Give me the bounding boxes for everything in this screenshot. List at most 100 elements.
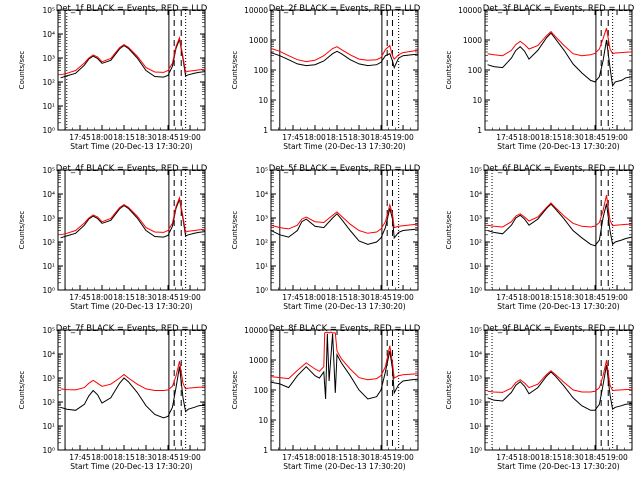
x-tick-label: 18:00 bbox=[91, 293, 113, 302]
x-tick-label: 17:45 bbox=[282, 133, 304, 142]
chart-panel-5: Det_5f BLACK = Events, RED = LLD 10⁰ 10¹ 10… bbox=[231, 164, 421, 311]
y-tick-label: 10⁴ bbox=[42, 30, 55, 39]
x-tick-label: 19:00 bbox=[179, 293, 201, 302]
y-tick-label: 10⁴ bbox=[469, 190, 482, 199]
series-line-black bbox=[60, 366, 205, 419]
y-tick-label: 10² bbox=[42, 78, 55, 87]
y-tick-label: 10⁴ bbox=[255, 190, 268, 199]
x-tick-label: 18:45 bbox=[157, 133, 179, 142]
plot-frame bbox=[57, 329, 206, 451]
series-line-black bbox=[271, 208, 418, 245]
x-tick-label: 18:15 bbox=[326, 133, 348, 142]
x-tick-label: 18:45 bbox=[157, 453, 179, 462]
chart-title: Det_6f BLACK = Events, RED = LLD bbox=[483, 164, 635, 174]
x-tick-label: 18:15 bbox=[540, 293, 562, 302]
x-axis-label: Start Time (20-Dec-13 17:30:20) bbox=[497, 462, 619, 471]
y-axis-label: Counts/sec bbox=[231, 51, 239, 90]
y-tick-label: 1000 bbox=[463, 36, 482, 45]
x-tick-label: 18:00 bbox=[518, 453, 540, 462]
chart-panel-1: Det_1f BLACK = Events, RED = LLD 10⁰ 10¹ 10… bbox=[18, 4, 208, 151]
y-tick-label: 10³ bbox=[255, 214, 268, 223]
plot-frame bbox=[57, 9, 206, 131]
y-tick-label: 10⁰ bbox=[42, 446, 55, 455]
y-tick-label: 1 bbox=[477, 126, 482, 135]
y-tick-label: 10² bbox=[255, 238, 268, 247]
x-axis-label: Start Time (20-Dec-13 17:30:20) bbox=[283, 462, 405, 471]
x-tick-label: 19:00 bbox=[392, 453, 414, 462]
y-tick-label: 100 bbox=[468, 66, 483, 75]
y-tick-label: 10 bbox=[258, 96, 268, 105]
y-axis-label: Counts/sec bbox=[18, 51, 26, 90]
chart-title: Det_4f BLACK = Events, RED = LLD bbox=[56, 164, 208, 174]
chart-panel-7: Det_7f BLACK = Events, RED = LLD 10⁰ 10¹ 10… bbox=[18, 324, 208, 471]
x-tick-label: 19:00 bbox=[179, 453, 201, 462]
x-tick-label: 19:00 bbox=[392, 133, 414, 142]
y-tick-label: 10³ bbox=[469, 374, 482, 383]
x-tick-label: 18:45 bbox=[370, 293, 392, 302]
y-axis-label: Counts/sec bbox=[445, 211, 453, 250]
x-tick-label: 18:00 bbox=[518, 133, 540, 142]
y-axis-label: Counts/sec bbox=[18, 211, 26, 250]
y-tick-label: 10⁰ bbox=[469, 286, 482, 295]
chart-title: Det_8f BLACK = Events, RED = LLD bbox=[269, 324, 421, 334]
x-tick-label: 18:30 bbox=[348, 133, 370, 142]
y-tick-label: 1 bbox=[263, 126, 268, 135]
x-tick-label: 17:45 bbox=[69, 133, 91, 142]
x-tick-label: 18:45 bbox=[584, 133, 606, 142]
x-axis-label: Start Time (20-Dec-13 17:30:20) bbox=[497, 142, 619, 151]
y-tick-label: 10⁰ bbox=[255, 286, 268, 295]
series-line-black bbox=[487, 32, 632, 88]
y-tick-label: 1000 bbox=[249, 356, 268, 365]
x-tick-label: 18:45 bbox=[370, 133, 392, 142]
x-tick-label: 18:30 bbox=[562, 293, 584, 302]
y-tick-label: 10³ bbox=[42, 374, 55, 383]
x-axis-label: Start Time (20-Dec-13 17:30:20) bbox=[70, 462, 192, 471]
y-axis-label: Counts/sec bbox=[231, 211, 239, 250]
y-tick-label: 1 bbox=[263, 446, 268, 455]
x-tick-label: 18:30 bbox=[135, 293, 157, 302]
y-tick-label: 10⁴ bbox=[42, 350, 55, 359]
x-tick-label: 18:30 bbox=[348, 293, 370, 302]
x-tick-label: 18:15 bbox=[113, 133, 135, 142]
x-tick-label: 17:45 bbox=[282, 293, 304, 302]
x-tick-label: 18:45 bbox=[157, 293, 179, 302]
y-tick-label: 100 bbox=[254, 386, 269, 395]
y-tick-label: 10¹ bbox=[255, 262, 268, 271]
chart-panel-9: Det_9f BLACK = Events, RED = LLD 10⁰ 10¹ 10… bbox=[445, 324, 635, 471]
y-tick-label: 10 bbox=[258, 416, 268, 425]
series-line-red bbox=[271, 331, 418, 381]
y-tick-label: 10¹ bbox=[42, 262, 55, 271]
y-tick-label: 10⁵ bbox=[255, 166, 268, 175]
y-tick-label: 10⁰ bbox=[42, 286, 55, 295]
y-tick-label: 10 bbox=[472, 96, 482, 105]
series-line-black bbox=[60, 37, 205, 79]
x-tick-label: 17:45 bbox=[69, 453, 91, 462]
x-tick-label: 18:45 bbox=[584, 293, 606, 302]
x-axis-label: Start Time (20-Dec-13 17:30:20) bbox=[283, 142, 405, 151]
chart-panel-4: Det_4f BLACK = Events, RED = LLD 10⁰ 10¹ 10… bbox=[18, 164, 208, 311]
chart-title: Det_1f BLACK = Events, RED = LLD bbox=[56, 4, 208, 14]
y-tick-label: 10⁵ bbox=[42, 166, 55, 175]
y-tick-label: 10⁵ bbox=[42, 326, 55, 335]
x-tick-label: 19:00 bbox=[392, 293, 414, 302]
x-tick-label: 18:30 bbox=[135, 453, 157, 462]
chart-title: Det_7f BLACK = Events, RED = LLD bbox=[56, 324, 208, 334]
x-tick-label: 18:30 bbox=[562, 133, 584, 142]
x-axis-label: Start Time (20-Dec-13 17:30:20) bbox=[70, 142, 192, 151]
y-tick-label: 10⁴ bbox=[42, 190, 55, 199]
series-line-red bbox=[60, 35, 205, 76]
y-tick-label: 10000 bbox=[458, 6, 482, 15]
y-tick-label: 10⁵ bbox=[469, 326, 482, 335]
plot-frame bbox=[270, 9, 419, 131]
y-tick-label: 10⁵ bbox=[42, 6, 55, 15]
series-line-red bbox=[60, 361, 205, 391]
chart-title: Det_9f BLACK = Events, RED = LLD bbox=[483, 324, 635, 334]
x-tick-label: 18:15 bbox=[113, 453, 135, 462]
y-tick-label: 10¹ bbox=[469, 262, 482, 271]
x-tick-label: 18:00 bbox=[91, 453, 113, 462]
x-axis-label: Start Time (20-Dec-13 17:30:20) bbox=[497, 302, 619, 311]
x-tick-label: 17:45 bbox=[496, 453, 518, 462]
plot-frame bbox=[57, 169, 206, 291]
x-tick-label: 17:45 bbox=[69, 293, 91, 302]
x-axis-label: Start Time (20-Dec-13 17:30:20) bbox=[70, 302, 192, 311]
